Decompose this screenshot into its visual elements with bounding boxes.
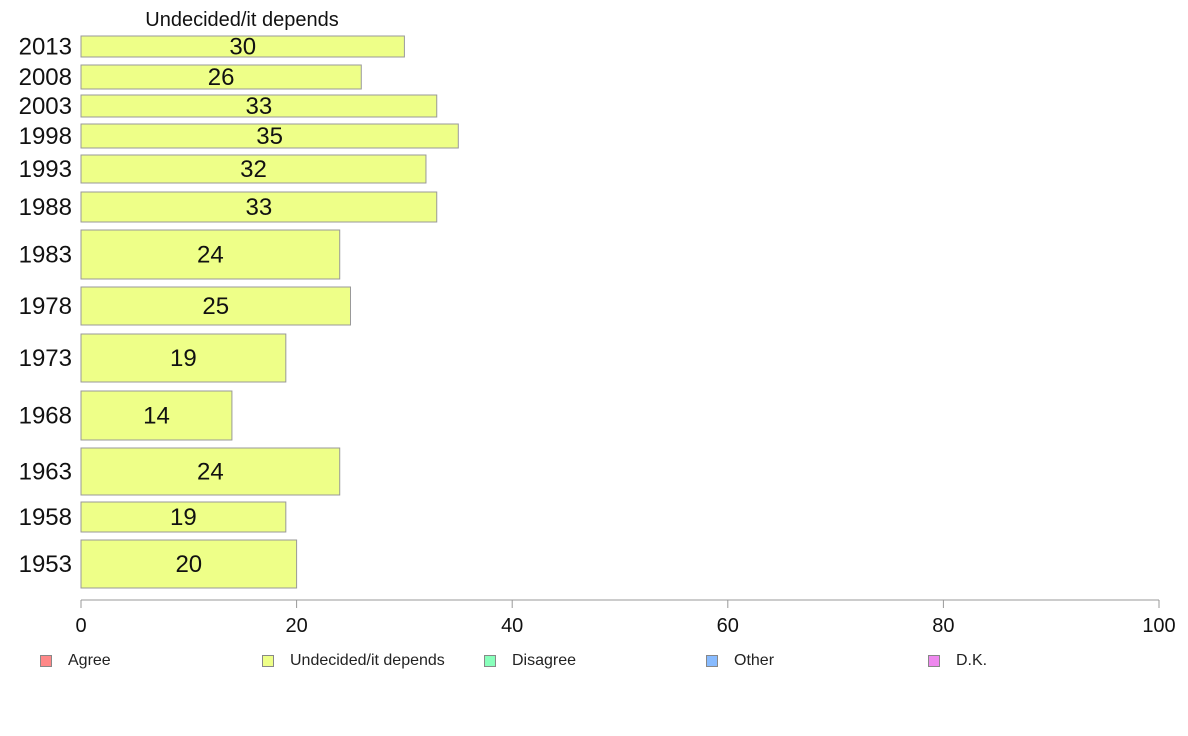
bar-value-label: 26	[208, 64, 235, 91]
bar-value-label: 14	[143, 403, 170, 430]
y-tick-label: 1958	[19, 504, 72, 531]
x-tick-label: 0	[75, 615, 86, 637]
y-tick-label: 2013	[19, 34, 72, 61]
bar-value-label: 25	[202, 293, 229, 320]
bar-chart: Undecided/it depends 3026333532332425191…	[19, 9, 1176, 637]
y-tick-label: 2008	[19, 64, 72, 91]
y-tick-label: 1998	[19, 123, 72, 150]
bar-value-label: 24	[197, 242, 224, 269]
y-tick-label: 1988	[19, 194, 72, 221]
x-axis: 0 20 40 60 80 100	[75, 599, 1176, 637]
legend-item-disagree: Disagree	[484, 652, 576, 670]
bar-2003	[80, 94, 438, 118]
chart-title: Undecided/it depends	[145, 9, 338, 31]
y-tick-label: 1993	[19, 156, 72, 183]
x-tick-label: 80	[932, 615, 954, 637]
legend-swatch-other	[706, 655, 718, 667]
bar-1988	[80, 191, 438, 223]
y-tick-label: 1968	[19, 403, 72, 430]
bar-value-label: 24	[197, 459, 224, 486]
bar-1978	[80, 286, 351, 326]
x-tick-label: 40	[501, 615, 523, 637]
y-tick-label: 1963	[19, 459, 72, 486]
legend: Agree Undecided/it depends Disagree Othe…	[0, 652, 1188, 676]
legend-item-agree: Agree	[40, 652, 111, 670]
bar-2013	[80, 35, 405, 58]
y-tick-label: 1983	[19, 242, 72, 269]
y-tick-label: 2003	[19, 93, 72, 120]
legend-swatch-agree	[40, 655, 52, 667]
legend-swatch-disagree	[484, 655, 496, 667]
bar-1993	[80, 154, 427, 184]
bar-value-label: 19	[170, 345, 197, 372]
legend-item-dk: D.K.	[928, 652, 987, 670]
bar-1953	[80, 539, 298, 589]
bar-1998	[80, 123, 459, 149]
legend-item-other: Other	[706, 652, 774, 670]
bar-value-label: 35	[256, 123, 283, 150]
bar-1983	[80, 229, 341, 280]
bar-value-label: 33	[246, 194, 273, 221]
legend-label: Undecided/it depends	[290, 652, 445, 669]
bar-value-label: 20	[175, 551, 202, 578]
y-tick-label: 1953	[19, 551, 72, 578]
bar-1958	[80, 501, 287, 533]
bar-1968	[80, 390, 233, 441]
bar-value-label: 32	[240, 156, 267, 183]
bar-value-label: 33	[246, 93, 273, 120]
bar-1973	[80, 333, 287, 383]
y-tick-label: 1978	[19, 293, 72, 320]
legend-swatch-dk	[928, 655, 940, 667]
legend-label: Agree	[68, 652, 111, 669]
y-tick-label: 1973	[19, 345, 72, 372]
legend-swatch-undecided	[262, 655, 274, 667]
x-tick-label: 60	[717, 615, 739, 637]
bar-value-label: 30	[229, 34, 256, 61]
x-tick-label: 20	[285, 615, 307, 637]
bar-value-label: 19	[170, 504, 197, 531]
legend-label: Other	[734, 652, 775, 669]
bar-1963	[80, 447, 341, 496]
x-tick-label: 100	[1142, 615, 1175, 637]
legend-item-undecided: Undecided/it depends	[262, 652, 445, 670]
legend-label: D.K.	[956, 652, 988, 669]
bar-2008	[80, 64, 362, 90]
legend-label: Disagree	[512, 652, 577, 669]
